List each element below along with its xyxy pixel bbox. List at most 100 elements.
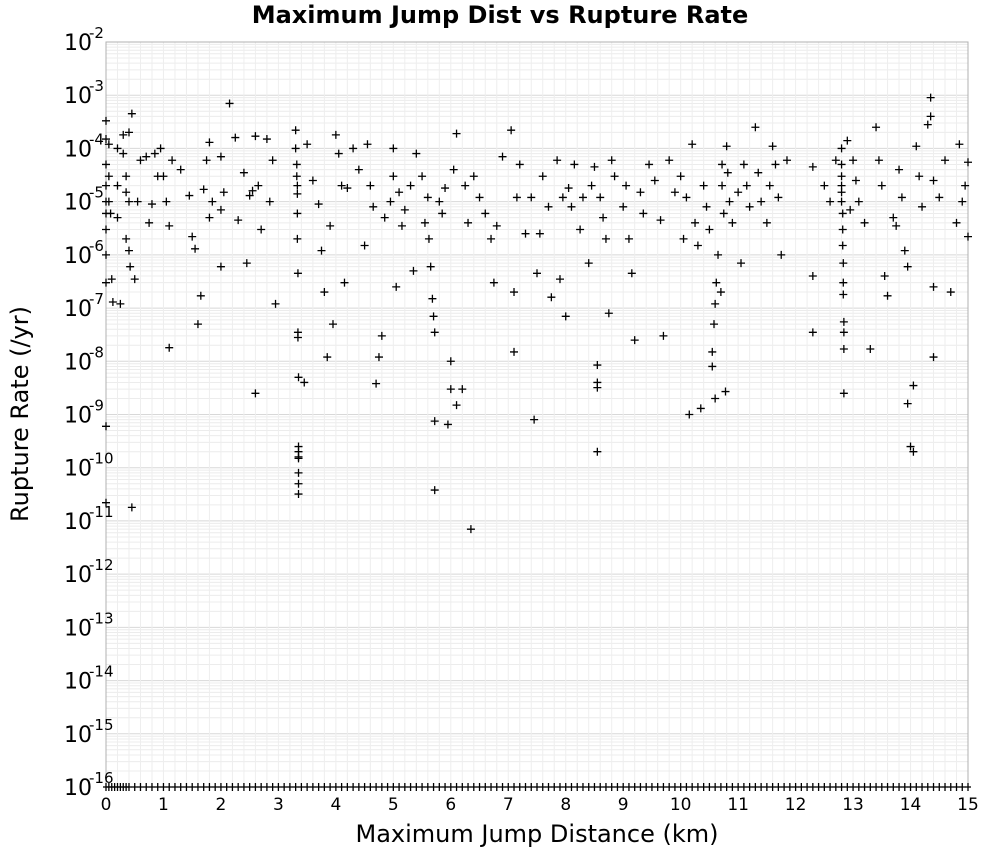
data-point (360, 241, 369, 250)
data-point (441, 184, 450, 193)
data-point (395, 188, 404, 197)
data-point (176, 165, 185, 174)
data-point (512, 193, 521, 202)
data-point (113, 213, 122, 222)
data-point (326, 221, 335, 230)
data-point (254, 181, 263, 190)
data-point (150, 149, 159, 158)
data-point (239, 168, 248, 177)
data-point (124, 197, 133, 206)
data-point (291, 144, 300, 153)
data-point (122, 172, 131, 181)
data-point (964, 158, 972, 167)
y-tick-label: 10 (64, 350, 92, 375)
data-point (216, 205, 225, 214)
y-tick-label: 10 (64, 510, 92, 535)
data-point (718, 160, 727, 169)
data-point (216, 152, 225, 161)
data-point (676, 172, 685, 181)
y-axis-label: Rupture Rate (/yr) (6, 306, 34, 522)
x-tick-label: 6 (445, 795, 456, 815)
x-tick-label: 1 (158, 795, 169, 815)
data-point (808, 162, 817, 171)
data-point (102, 160, 110, 169)
data-point (337, 181, 346, 190)
data-point (624, 234, 633, 243)
data-point (839, 328, 848, 337)
data-point (903, 262, 912, 271)
data-point (464, 218, 473, 227)
x-axis-ticks: 0 1 2 3 4 5 6 7 8 9 10 11 12 13 14 15 (101, 795, 979, 815)
data-point (719, 209, 728, 218)
floor-markers (103, 783, 971, 791)
data-point (558, 193, 567, 202)
data-point (838, 209, 847, 218)
data-point (877, 181, 886, 190)
data-point (106, 209, 115, 218)
data-point (771, 160, 780, 169)
data-point (102, 225, 110, 234)
data-point (343, 184, 352, 193)
data-point (380, 213, 389, 222)
data-point (292, 172, 301, 181)
data-point (452, 129, 461, 138)
data-point (838, 225, 847, 234)
data-point (851, 176, 860, 185)
y-tick-label: 10 (64, 244, 92, 269)
y-tick-label: 10 (64, 563, 92, 588)
data-point (570, 160, 579, 169)
data-point (386, 197, 395, 206)
data-point (126, 262, 135, 271)
data-point (929, 176, 938, 185)
data-point (872, 123, 881, 132)
data-point (202, 156, 211, 165)
data-point (349, 144, 358, 153)
y-tick-label: 10 (64, 191, 92, 216)
x-axis-label: Maximum Jump Distance (km) (356, 820, 719, 848)
data-point (846, 205, 855, 214)
data-points (102, 93, 972, 534)
data-point (102, 278, 110, 287)
data-point (510, 347, 519, 356)
data-point (854, 197, 863, 206)
data-point (782, 156, 791, 165)
data-point (955, 140, 964, 149)
data-point (912, 142, 921, 151)
y-tick-label: 10 (64, 670, 92, 695)
data-point (389, 172, 398, 181)
data-point (900, 246, 909, 255)
data-point (961, 181, 970, 190)
x-tick-label: 5 (388, 795, 399, 815)
data-point (268, 156, 277, 165)
data-point (693, 241, 702, 250)
data-point (102, 116, 110, 125)
data-point (449, 165, 458, 174)
data-point (165, 221, 174, 230)
x-tick-label: 3 (273, 795, 284, 815)
data-point (578, 193, 587, 202)
data-point (102, 422, 110, 431)
data-point (292, 160, 301, 169)
data-point (544, 202, 553, 211)
data-point (185, 191, 194, 200)
data-point (426, 262, 435, 271)
x-tick-label: 10 (670, 795, 692, 815)
data-point (820, 181, 829, 190)
data-point (941, 156, 950, 165)
data-point (874, 156, 883, 165)
data-point (354, 165, 363, 174)
data-point (915, 172, 924, 181)
data-point (808, 328, 817, 337)
data-point (216, 262, 225, 271)
data-point (102, 250, 110, 259)
data-point (392, 282, 401, 291)
data-point (294, 490, 303, 499)
data-point (530, 415, 539, 424)
data-point (903, 399, 912, 408)
data-point (191, 244, 200, 253)
data-point (300, 378, 309, 387)
data-point (262, 135, 271, 144)
data-point (918, 202, 927, 211)
data-point (156, 144, 165, 153)
